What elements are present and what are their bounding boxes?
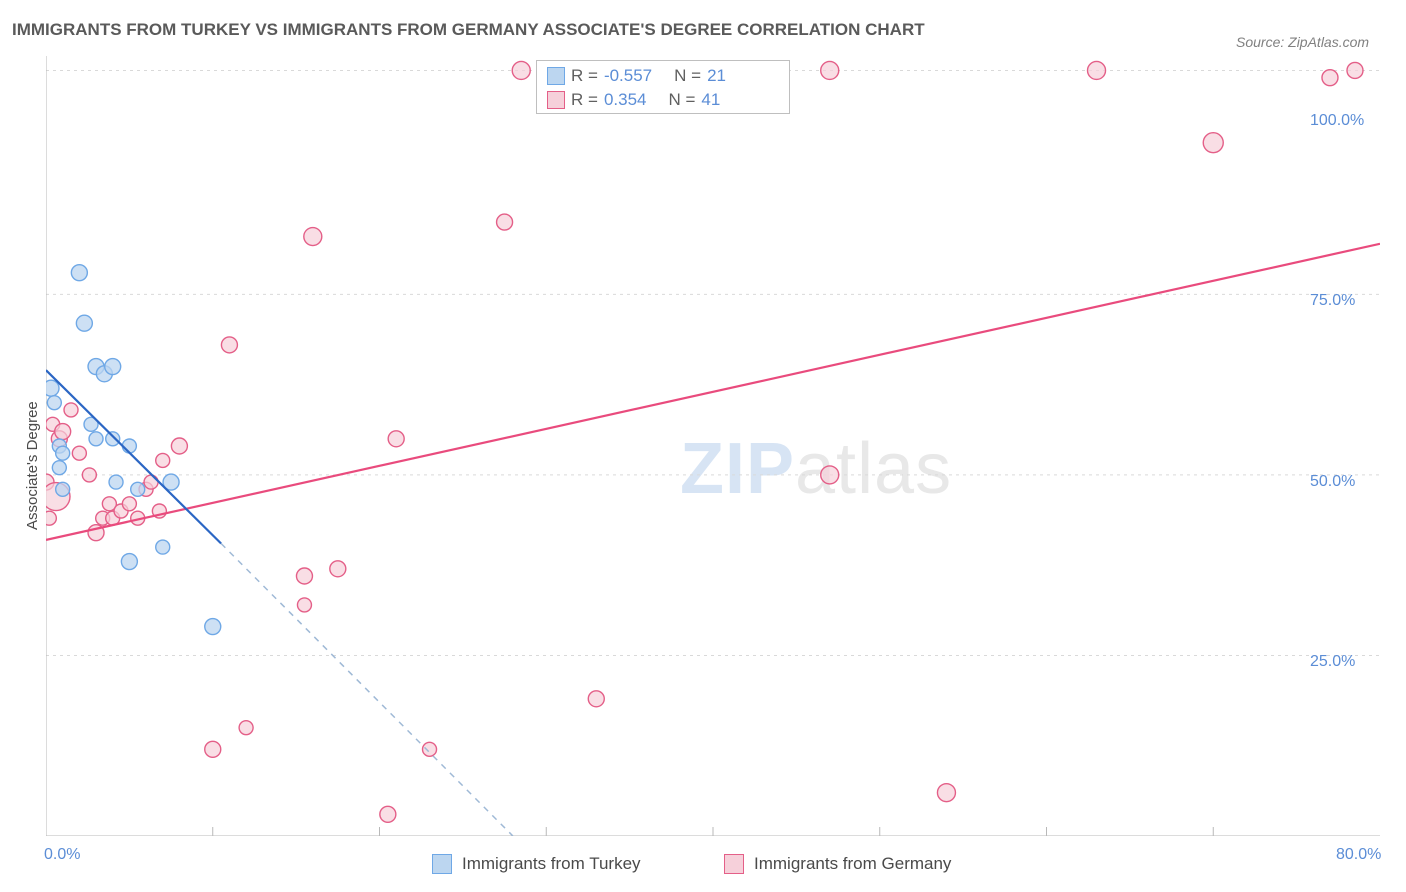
legend-label: Immigrants from Germany <box>754 854 951 874</box>
y-axis-label: Associate's Degree <box>24 401 41 530</box>
r-value-turkey: -0.557 <box>604 66 652 86</box>
swatch-icon <box>432 854 452 874</box>
swatch-germany <box>547 91 565 109</box>
swatch-icon <box>724 854 744 874</box>
n-value-turkey: 21 <box>707 66 726 86</box>
legend-item: Immigrants from Germany <box>724 854 951 874</box>
source-credit: Source: ZipAtlas.com <box>1236 34 1369 50</box>
r-label: R = <box>571 90 598 110</box>
n-label: N = <box>674 66 701 86</box>
x-tick-label: 80.0% <box>1336 846 1381 864</box>
legend-row-germany: R = 0.354 N = 41 <box>547 88 779 112</box>
x-tick-label: 0.0% <box>44 846 80 864</box>
r-value-germany: 0.354 <box>604 90 647 110</box>
swatch-turkey <box>547 67 565 85</box>
n-label: N = <box>668 90 695 110</box>
legend-label: Immigrants from Turkey <box>462 854 641 874</box>
chart-title: IMMIGRANTS FROM TURKEY VS IMMIGRANTS FRO… <box>12 20 925 40</box>
correlation-legend: R = -0.557 N = 21 R = 0.354 N = 41 <box>536 60 790 114</box>
n-value-germany: 41 <box>701 90 720 110</box>
r-label: R = <box>571 66 598 86</box>
y-tick-label: 75.0% <box>1310 292 1355 310</box>
y-tick-label: 25.0% <box>1310 653 1355 671</box>
scatter-plot <box>46 56 1380 836</box>
y-tick-label: 100.0% <box>1310 112 1364 130</box>
legend-item: Immigrants from Turkey <box>432 854 641 874</box>
legend-row-turkey: R = -0.557 N = 21 <box>547 64 779 88</box>
y-tick-label: 50.0% <box>1310 473 1355 491</box>
